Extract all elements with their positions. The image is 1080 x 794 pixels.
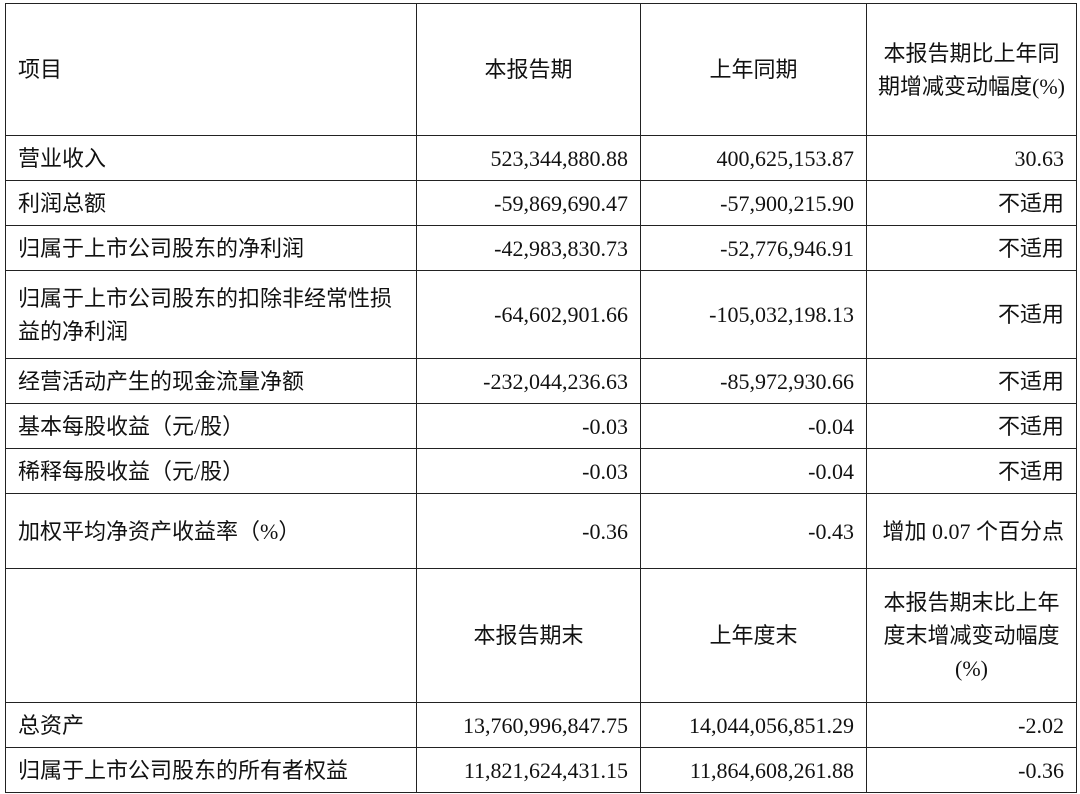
current-value: -232,044,236.63 xyxy=(416,358,641,404)
current-value: 13,760,996,847.75 xyxy=(416,702,641,748)
row-label: 经营活动产生的现金流量净额 xyxy=(5,358,417,404)
current-value: -59,869,690.47 xyxy=(416,180,641,226)
header-row-2: 本报告期末 上年度末 本报告期末比上年度末增减变动幅度(%) xyxy=(5,568,1077,703)
header2-current: 本报告期末 xyxy=(416,568,641,703)
current-value: 523,344,880.88 xyxy=(416,135,641,181)
table-row: 基本每股收益（元/股） -0.03 -0.04 不适用 xyxy=(5,403,1077,449)
change-value: 不适用 xyxy=(866,225,1077,271)
table-row: 加权平均净资产收益率（%） -0.36 -0.43 增加 0.07 个百分点 xyxy=(5,493,1077,569)
change-value: 不适用 xyxy=(866,448,1077,494)
header-change: 本报告期比上年同期增减变动幅度(%) xyxy=(866,3,1077,136)
prior-value: -52,776,946.91 xyxy=(640,225,867,271)
row-label: 加权平均净资产收益率（%） xyxy=(5,493,417,569)
change-value: 不适用 xyxy=(866,270,1077,359)
change-value: -2.02 xyxy=(866,702,1077,748)
table-row: 稀释每股收益（元/股） -0.03 -0.04 不适用 xyxy=(5,448,1077,494)
table-row: 归属于上市公司股东的净利润 -42,983,830.73 -52,776,946.9… xyxy=(5,225,1077,271)
current-value: 11,821,624,431.15 xyxy=(416,747,641,793)
table-row: 营业收入 523,344,880.88 400,625,153.87 30.63 xyxy=(5,135,1077,181)
row-label: 利润总额 xyxy=(5,180,417,226)
table-row: 归属于上市公司股东的扣除非经常性损益的净利润 -64,602,901.66 -105… xyxy=(5,270,1077,359)
prior-value: 400,625,153.87 xyxy=(640,135,867,181)
change-value: 不适用 xyxy=(866,180,1077,226)
prior-value: 14,044,056,851.29 xyxy=(640,702,867,748)
header2-change: 本报告期末比上年度末增减变动幅度(%) xyxy=(866,568,1077,703)
current-value: -0.36 xyxy=(416,493,641,569)
row-label: 归属于上市公司股东的扣除非经常性损益的净利润 xyxy=(5,270,417,359)
header-row: 项目 本报告期 上年同期 本报告期比上年同期增减变动幅度(%) xyxy=(5,3,1077,136)
row-label: 营业收入 xyxy=(5,135,417,181)
prior-value: -85,972,930.66 xyxy=(640,358,867,404)
change-value: 增加 0.07 个百分点 xyxy=(866,493,1077,569)
prior-value: -0.43 xyxy=(640,493,867,569)
prior-value: -0.04 xyxy=(640,448,867,494)
change-value: 30.63 xyxy=(866,135,1077,181)
financial-summary-table: 项目 本报告期 上年同期 本报告期比上年同期增减变动幅度(%) 营业收入 523,… xyxy=(5,3,1077,793)
row-label: 稀释每股收益（元/股） xyxy=(5,448,417,494)
current-value: -42,983,830.73 xyxy=(416,225,641,271)
change-value: 不适用 xyxy=(866,358,1077,404)
change-value: -0.36 xyxy=(866,747,1077,793)
row-label: 归属于上市公司股东的所有者权益 xyxy=(5,747,417,793)
current-value: -0.03 xyxy=(416,403,641,449)
prior-value: 11,864,608,261.88 xyxy=(640,747,867,793)
header2-prior: 上年度末 xyxy=(640,568,867,703)
change-value: 不适用 xyxy=(866,403,1077,449)
header2-item xyxy=(5,568,417,703)
prior-value: -105,032,198.13 xyxy=(640,270,867,359)
table-row: 利润总额 -59,869,690.47 -57,900,215.90 不适用 xyxy=(5,180,1077,226)
row-label: 总资产 xyxy=(5,702,417,748)
row-label: 基本每股收益（元/股） xyxy=(5,403,417,449)
header-prior: 上年同期 xyxy=(640,3,867,136)
table-row: 归属于上市公司股东的所有者权益 11,821,624,431.15 11,864,6… xyxy=(5,747,1077,793)
row-label: 归属于上市公司股东的净利润 xyxy=(5,225,417,271)
header-current: 本报告期 xyxy=(416,3,641,136)
prior-value: -0.04 xyxy=(640,403,867,449)
prior-value: -57,900,215.90 xyxy=(640,180,867,226)
current-value: -0.03 xyxy=(416,448,641,494)
table-row: 经营活动产生的现金流量净额 -232,044,236.63 -85,972,930.… xyxy=(5,358,1077,404)
current-value: -64,602,901.66 xyxy=(416,270,641,359)
header-item: 项目 xyxy=(5,3,417,136)
table-row: 总资产 13,760,996,847.75 14,044,056,851.29 -2.… xyxy=(5,702,1077,748)
